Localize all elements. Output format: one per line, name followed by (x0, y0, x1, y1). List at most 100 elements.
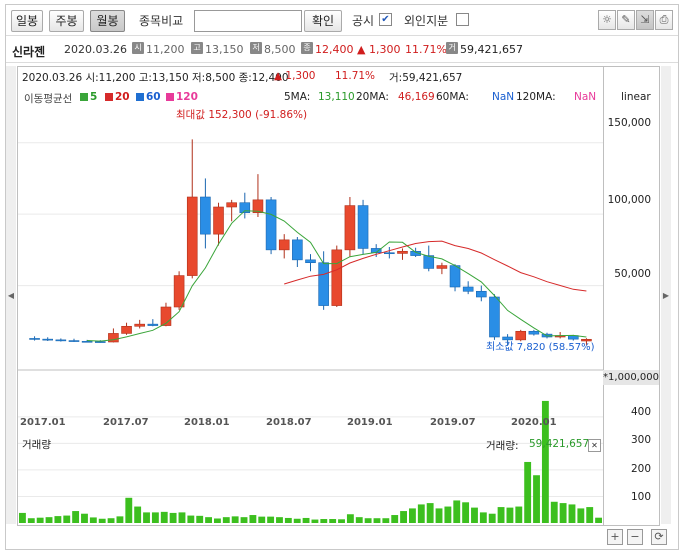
vol-tick-label: 300 (630, 434, 651, 446)
scroll-right-handle[interactable]: ▶ (661, 66, 671, 524)
candle-body (81, 340, 93, 343)
lightbulb-icon[interactable]: ☼ (598, 10, 616, 30)
volume-close-icon[interactable]: ✕ (588, 439, 601, 452)
chevron-left-icon: ◀ (7, 291, 15, 300)
price-chart-area[interactable]: 2020.03.26 시:11,200 고:13,150 저:8,500 종:1… (17, 66, 604, 526)
volume-bar (364, 518, 372, 523)
volume-bar (479, 512, 487, 523)
volume-bar (72, 511, 80, 523)
cursor-icon[interactable]: ⇲ (636, 10, 654, 30)
volume-bar (222, 517, 230, 523)
volume-bar (98, 518, 106, 523)
candle-body (476, 290, 487, 298)
compare-label: 종목비교 (139, 14, 184, 28)
chart-widget: 일봉 주봉 월봉 종목비교 확인 공시 ✔ 외인지분 ☼ ✎ ⇲ ⎙ 신라젠 2… (5, 4, 679, 550)
candle-body (528, 330, 540, 335)
compare-input[interactable] (194, 10, 302, 32)
volume-bar (143, 512, 150, 523)
volume-bar (134, 506, 142, 523)
ma120-swatch[interactable] (166, 93, 174, 101)
volume-bar (187, 515, 195, 523)
ma60-swatch[interactable] (136, 93, 144, 101)
candle-body (331, 249, 343, 306)
volume-bar (329, 519, 337, 523)
volume-bar (196, 515, 204, 523)
x-tick-label: 2020.01 (511, 417, 557, 428)
candle-body (147, 323, 159, 326)
ma20-swatch[interactable] (105, 93, 113, 101)
candle-body (357, 205, 369, 249)
volume-bar (524, 461, 532, 523)
tab-weekly[interactable]: 주봉 (49, 10, 84, 32)
tab-daily[interactable]: 일봉 (11, 10, 43, 32)
volume-bar (27, 518, 35, 523)
volume-bar (276, 517, 283, 523)
volume-bar (417, 504, 425, 523)
volume-bar (462, 502, 470, 523)
stock-name: 신라젠 (12, 45, 46, 59)
disclosure-label: 공시 (352, 14, 375, 28)
ma20-value: 46,169 (398, 91, 435, 103)
volume-bar (320, 519, 328, 523)
candle-body (305, 259, 316, 264)
vol-tick-label: 400 (630, 406, 651, 418)
volume-bar (533, 475, 540, 523)
foreign-share-checkbox[interactable] (456, 13, 469, 26)
scale-mode-label[interactable]: linear (621, 91, 651, 103)
volume-bar (391, 515, 399, 523)
candle-body (173, 275, 185, 308)
volume-bar (19, 512, 26, 523)
zoom-in-button[interactable]: + (607, 529, 623, 545)
tab-monthly[interactable]: 월봉 (90, 10, 125, 32)
ma5-line (87, 210, 587, 342)
candle-body (239, 202, 251, 214)
low-label: 저 (250, 42, 262, 54)
volume-panel-title: 거래량 (22, 439, 51, 451)
volume-bar (595, 517, 602, 523)
high-label: 고 (191, 42, 203, 54)
ma5-swatch[interactable] (80, 93, 88, 101)
volume-bar (249, 515, 257, 523)
candle-body (108, 333, 119, 343)
x-tick-label: 2017.07 (103, 417, 149, 428)
chart-svg (18, 139, 603, 523)
volume-panel-value: 59,421,657 (529, 438, 590, 450)
y-tick-label: 150,000 (607, 117, 651, 129)
volume-bar (373, 518, 381, 523)
ma20-label: 20 (115, 91, 130, 103)
volume-unit-label: *1,000,000 (603, 370, 659, 385)
volume-value: 59,421,657 (460, 43, 523, 56)
high-value: 13,150 (205, 43, 244, 56)
close-value: 12,400 (315, 43, 354, 56)
ma120-name: 120MA: (516, 91, 556, 103)
zoom-out-button[interactable]: − (627, 529, 643, 545)
volume-bar (81, 513, 88, 523)
volume-bar (550, 501, 558, 523)
disclosure-checkbox[interactable]: ✔ (379, 13, 392, 26)
volume-bar (577, 508, 585, 523)
max-annotation: 최대값 152,300 (-91.86%) (176, 109, 308, 121)
pencil-icon[interactable]: ✎ (617, 10, 635, 30)
low-value: 8,500 (264, 43, 296, 56)
candle-body (226, 202, 237, 208)
refresh-button[interactable]: ⟳ (651, 529, 667, 545)
volume-bar (346, 514, 354, 523)
volume-bar (400, 511, 407, 523)
confirm-button[interactable]: 확인 (304, 10, 342, 32)
print-icon[interactable]: ⎙ (655, 10, 673, 30)
candle-body (121, 325, 132, 334)
scroll-left-handle[interactable]: ◀ (6, 66, 16, 524)
volume-bar (338, 519, 345, 523)
volume-bar (178, 512, 186, 523)
volume-bar (258, 516, 266, 523)
volume-bar (240, 517, 248, 523)
vol-tick-label: 100 (630, 491, 651, 503)
candle-body (134, 323, 145, 327)
volume-bar (453, 500, 461, 523)
ma60-label: 60 (146, 91, 161, 103)
volume-bar (54, 516, 62, 523)
volume-bar (568, 504, 576, 523)
candle-body (42, 338, 54, 341)
candle-body (213, 206, 224, 235)
candle-body (186, 196, 198, 276)
